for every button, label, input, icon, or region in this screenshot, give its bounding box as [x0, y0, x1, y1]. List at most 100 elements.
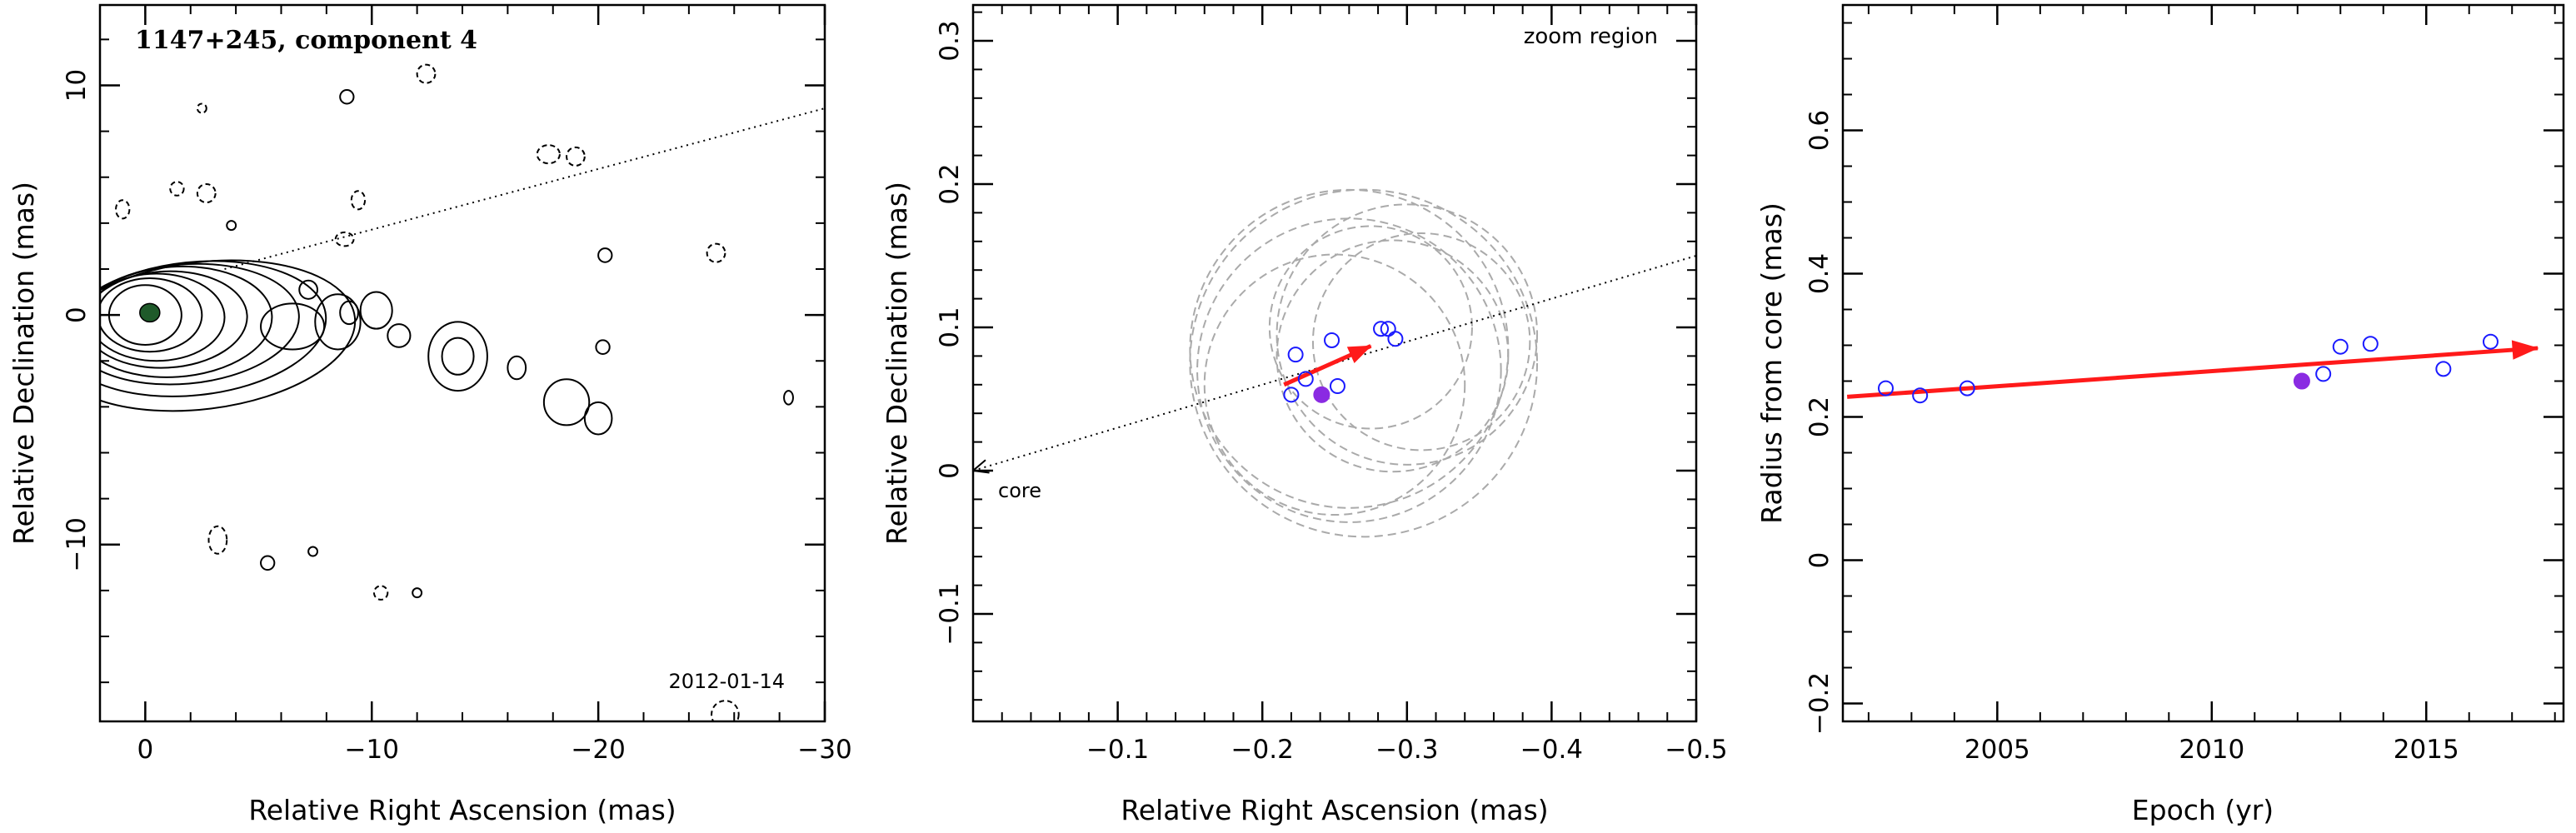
contour-line [307, 546, 318, 557]
y-tick-label: 0.1 [935, 307, 965, 347]
contour-line [350, 190, 367, 211]
x-tick-label: 0 [137, 735, 154, 765]
x-axis-label: Relative Right Ascension (mas) [248, 794, 676, 826]
x-tick-label: −0.1 [1086, 735, 1149, 765]
panel-contour-map: 0 −10 −20 −30 10 0 −10 1147+245, component 4 2… [7, 3, 852, 826]
radius-point [2362, 336, 2379, 352]
x-tick-label: 2005 [1964, 735, 2030, 765]
x-tick-label: −30 [797, 735, 851, 765]
date-label: 2012-01-14 [669, 670, 785, 693]
contour-line [536, 144, 561, 165]
core-marker [139, 302, 161, 323]
contour-line [372, 585, 389, 601]
panel-radius-epoch: 2005 2010 2015 0.6 0.4 0.2 0 −0.2 Epoch (yr) Ra… [1755, 3, 2565, 826]
axis-ticks: −0.1 −0.2 −0.3 −0.4 −0.5 0.3 0.2 0.1 0 −0.1 [935, 5, 1728, 765]
radius-points [1877, 333, 2499, 404]
contour-line [441, 337, 475, 376]
radius-layer [1846, 333, 2539, 404]
x-tick-label: 2015 [2394, 735, 2459, 765]
position-point [1297, 371, 1314, 387]
radius-point [1912, 387, 1929, 404]
contour-line [566, 146, 586, 167]
y-tick-label: 0 [62, 307, 92, 323]
contour-line [339, 300, 359, 326]
y-axis-label: Relative Declination (mas) [881, 182, 913, 545]
radius-point [2482, 333, 2499, 350]
plot-frame [1841, 3, 2565, 723]
contour-line [416, 63, 437, 84]
contour-line [100, 259, 357, 412]
contour-line [196, 183, 217, 204]
radius-point [2315, 366, 2332, 382]
y-tick-label: 0 [935, 462, 965, 479]
y-tick-label: 0 [1805, 552, 1835, 569]
contour-line [260, 302, 326, 351]
contour-line [169, 181, 185, 197]
core-arrow-head [973, 459, 990, 474]
contour-line [314, 293, 362, 351]
x-tick-label: −0.4 [1520, 735, 1583, 765]
contour-line [412, 587, 423, 599]
trend-line [1846, 340, 2539, 399]
position-point [1287, 347, 1304, 363]
component-circle [1268, 225, 1473, 430]
contour-line [100, 265, 273, 378]
y-axis-label: Relative Declination (mas) [7, 182, 40, 545]
contour-line [711, 700, 740, 721]
core-component-marker [139, 302, 161, 323]
x-tick-label: −20 [571, 735, 625, 765]
y-tick-label: 0.4 [1805, 253, 1835, 294]
y-tick-label: −10 [62, 517, 92, 571]
contour-line [387, 323, 412, 348]
x-tick-label: −0.5 [1665, 735, 1727, 765]
plot-frame [971, 3, 1698, 723]
core-arrow [973, 459, 990, 474]
chart-title: 1147+245, component 4 [135, 26, 477, 55]
component-circle [1196, 217, 1502, 523]
contour-line [427, 321, 488, 392]
radius-point [1877, 380, 1894, 397]
contour-line [706, 242, 726, 263]
radius-point [2435, 361, 2452, 377]
contour-line [298, 279, 318, 300]
highlight-point [2293, 372, 2310, 390]
contour-line [226, 220, 237, 232]
y-tick-label: 0.2 [1805, 397, 1835, 437]
zoom-region-label: zoom region [1524, 24, 1658, 49]
contour-line [260, 555, 276, 571]
trend-line-shaft [1846, 346, 2539, 399]
contour-line [115, 199, 131, 220]
contour-line [583, 401, 613, 436]
axis-ticks: 2005 2010 2015 0.6 0.4 0.2 0 −0.2 [1805, 5, 2564, 765]
contour-line [595, 339, 611, 355]
y-tick-label: −0.1 [935, 582, 965, 645]
y-tick-label: 10 [62, 69, 92, 102]
radius-point [1959, 380, 1975, 397]
position-point [1373, 321, 1390, 337]
direction-line [224, 107, 825, 270]
contour-line [100, 270, 248, 369]
contour-line [597, 247, 613, 263]
contour-line [542, 378, 591, 426]
component-circle [1276, 203, 1539, 466]
position-point [1329, 378, 1345, 395]
y-tick-label: 0.6 [1805, 110, 1835, 151]
contour-map-layer [100, 63, 825, 721]
y-axis-label: Radius from core (mas) [1755, 202, 1788, 524]
component-circle [1189, 188, 1539, 538]
contour-line [100, 277, 203, 353]
x-tick-label: 2010 [2179, 735, 2244, 765]
radius-point [2332, 338, 2349, 355]
position-point [1387, 331, 1404, 347]
y-tick-label: 0.2 [935, 163, 965, 204]
y-tick-label: −0.2 [1805, 672, 1835, 735]
x-tick-label: −10 [345, 735, 399, 765]
contour-line [207, 525, 228, 555]
component-circle [1203, 253, 1466, 516]
position-point [1283, 387, 1300, 403]
trend-line-head [2511, 340, 2539, 360]
position-points [1283, 321, 1404, 403]
component-circles [1189, 188, 1539, 538]
core-label: core [998, 479, 1041, 502]
